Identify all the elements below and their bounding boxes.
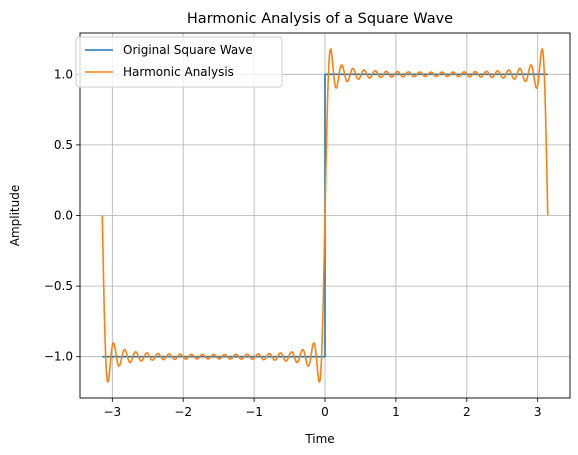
x-tick-label: 3 [534,405,542,419]
x-tick-label: −2 [174,405,192,419]
y-tick-label: −1.0 [44,350,73,364]
y-tick-label: −0.5 [44,279,73,293]
legend-box [75,36,283,88]
series-line-harmonic-analysis [101,48,549,383]
series-group [101,48,549,383]
legend: Original Square Wave Harmonic Analysis [75,36,283,88]
x-tick-label: 2 [463,405,471,419]
x-axis-label: Time [304,432,334,446]
legend-label-original: Original Square Wave [123,43,253,57]
chart-title: Harmonic Analysis of a Square Wave [187,11,453,27]
x-axis: −3 −2 −1 0 1 2 3 [103,398,542,419]
y-tick-label: 1.0 [54,67,73,81]
y-axis: −1.0 −0.5 0.0 0.5 1.0 [44,67,80,364]
y-axis-label: Amplitude [8,185,22,247]
legend-label-harmonic: Harmonic Analysis [123,65,234,79]
x-tick-label: −3 [103,405,121,419]
x-tick-label: 1 [392,405,400,419]
y-tick-label: 0.5 [54,138,73,152]
x-tick-label: −1 [245,405,263,419]
y-tick-label: 0.0 [54,209,73,223]
x-tick-label: 0 [321,405,329,419]
